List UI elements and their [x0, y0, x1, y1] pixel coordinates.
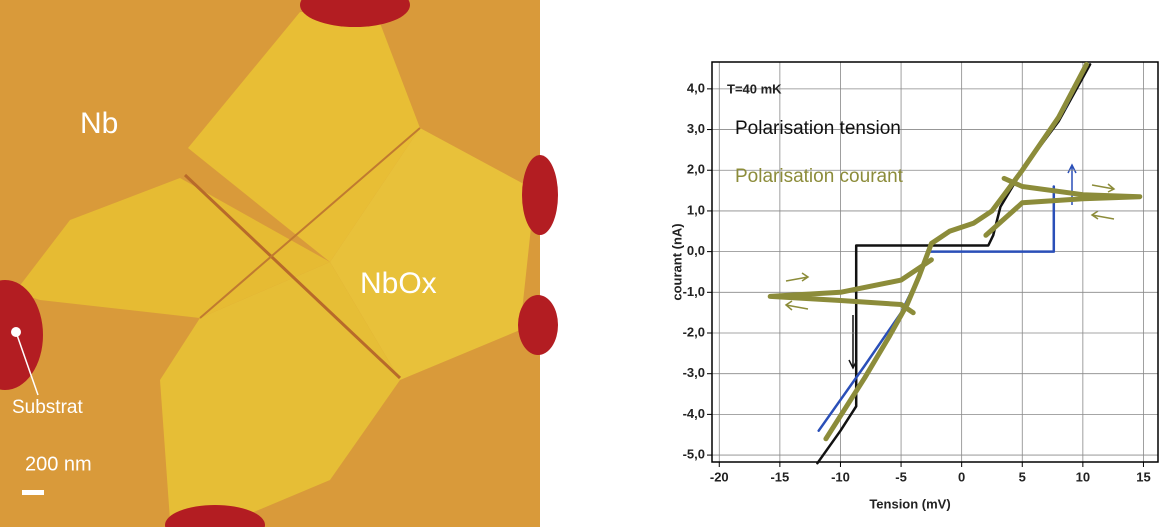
image-label: 200 nm	[25, 453, 92, 475]
x-tick-label: -10	[831, 469, 850, 484]
y-axis-label: courant (nA)	[669, 223, 684, 300]
x-tick-label: 15	[1136, 469, 1150, 484]
arrow	[784, 300, 809, 311]
y-tick-label: 3,0	[687, 121, 705, 136]
substrate-blob	[300, 0, 410, 27]
scale-bar	[22, 490, 44, 495]
x-axis-label: Tension (mV)	[869, 496, 950, 511]
plot-frame	[711, 61, 1159, 463]
x-tick-label: -20	[710, 469, 729, 484]
domain	[160, 262, 400, 522]
substrate-blob	[0, 280, 43, 390]
domain	[188, 10, 420, 262]
series-line	[767, 61, 1143, 442]
y-tick-label: 4,0	[687, 80, 705, 95]
y-tick-label: -1,0	[683, 284, 705, 299]
legend-entry: Polarisation tension	[735, 118, 901, 139]
y-tick-label: 2,0	[687, 162, 705, 177]
chart: -5,0 -4,0 -3,0 -2,0 -1,0 0,0 1,0 2,0 3,0 4,0 -20 -1…	[669, 61, 1159, 511]
y-tick-label: 0,0	[687, 243, 705, 258]
y-tick-label: -3,0	[683, 365, 705, 380]
arrows	[784, 163, 1116, 370]
y-tick-label: -2,0	[683, 324, 705, 339]
legend-entry: Polarisation courant	[735, 166, 904, 187]
x-tick-label: 10	[1076, 469, 1090, 484]
y-tick-label: -4,0	[683, 406, 705, 421]
pointer	[15, 331, 39, 396]
boundary	[199, 127, 421, 319]
boundary	[183, 173, 402, 380]
arrow	[1091, 183, 1116, 193]
x-tick-label: 0	[958, 469, 965, 484]
image-label: Substrat	[12, 397, 83, 418]
y-tick-label: 1,0	[687, 202, 705, 217]
domain	[15, 178, 330, 318]
substrate-blob	[522, 155, 558, 235]
x-tick-label: -5	[895, 469, 907, 484]
annotation: T=40 mK	[727, 81, 782, 96]
substrate-blob	[165, 505, 265, 532]
image-label: NbOx	[360, 267, 437, 300]
arrow	[785, 272, 810, 282]
arrow	[1090, 210, 1115, 220]
y-tick-label: -5,0	[683, 447, 705, 462]
afm-image: Nb NbOx Substrat 200 nm	[0, 0, 558, 532]
domain	[330, 128, 535, 380]
x-tick-label: 5	[1019, 469, 1026, 484]
x-tick-label: -15	[770, 469, 789, 484]
image-label: Nb	[80, 107, 118, 140]
substrate-blob	[518, 295, 558, 355]
